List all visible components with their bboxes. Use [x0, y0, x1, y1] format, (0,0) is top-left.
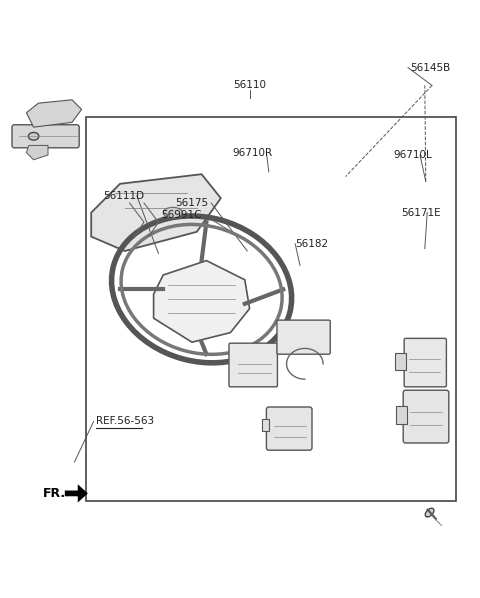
Polygon shape	[26, 145, 48, 160]
Text: FR.: FR.	[43, 487, 66, 500]
Text: 56175: 56175	[176, 198, 209, 208]
Text: 56110: 56110	[233, 80, 266, 90]
Text: 56991C: 56991C	[161, 210, 202, 220]
Bar	[262, 419, 269, 431]
Bar	[395, 353, 406, 370]
Polygon shape	[154, 261, 250, 342]
Text: 96710L: 96710L	[394, 150, 432, 160]
FancyBboxPatch shape	[266, 407, 312, 450]
FancyBboxPatch shape	[12, 125, 79, 148]
Bar	[86, 117, 456, 501]
Ellipse shape	[425, 508, 434, 517]
Ellipse shape	[28, 132, 39, 140]
Text: REF.56-563: REF.56-563	[96, 416, 154, 426]
Text: 56111D: 56111D	[103, 191, 144, 201]
Text: 96710R: 96710R	[233, 148, 273, 158]
FancyBboxPatch shape	[404, 338, 446, 387]
FancyBboxPatch shape	[403, 390, 449, 443]
Polygon shape	[91, 174, 221, 251]
Polygon shape	[65, 484, 88, 502]
Text: 56145B: 56145B	[410, 63, 451, 72]
Bar	[396, 405, 407, 424]
FancyBboxPatch shape	[277, 320, 330, 354]
FancyBboxPatch shape	[229, 343, 277, 387]
Text: 56171E: 56171E	[401, 208, 441, 218]
Text: 56182: 56182	[295, 239, 328, 249]
Polygon shape	[26, 100, 82, 127]
Ellipse shape	[163, 208, 182, 218]
